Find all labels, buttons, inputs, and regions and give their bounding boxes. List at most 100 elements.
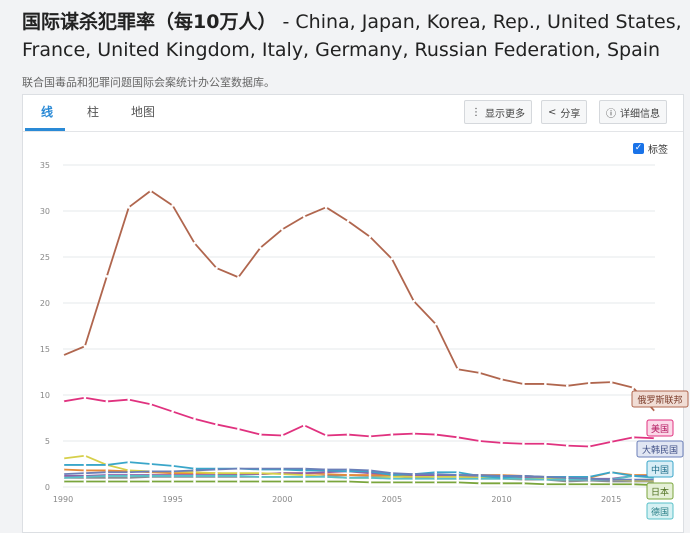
info-icon: ⓘ: [606, 108, 616, 120]
data-point: [61, 400, 65, 403]
data-point: [522, 482, 525, 485]
end-label: 美国: [651, 423, 669, 435]
data-point: [609, 380, 613, 384]
y-tick-label: 10: [40, 391, 50, 400]
data-point: [280, 472, 284, 476]
data-point: [346, 470, 350, 473]
data-point: [565, 476, 569, 480]
details-label: 详细信息: [620, 108, 660, 120]
end-label-box: [631, 390, 689, 408]
details-button[interactable]: ⓘ 详细信息: [599, 100, 667, 124]
data-point: [149, 462, 153, 466]
data-point: [302, 215, 306, 218]
data-point: [259, 480, 262, 483]
data-point: [412, 472, 416, 476]
data-point: [368, 235, 372, 239]
data-point: [83, 480, 87, 483]
data-point: [259, 475, 262, 479]
data-point: [105, 470, 109, 474]
data-point: [61, 474, 65, 478]
y-tick-label: 30: [40, 207, 50, 216]
share-label: 分享: [560, 108, 581, 120]
data-point: [544, 482, 547, 486]
y-tick-label: 25: [40, 253, 50, 262]
data-point: [193, 474, 196, 478]
data-point: [105, 275, 109, 278]
tab-map[interactable]: 地图: [131, 105, 156, 119]
y-tick-label: 35: [40, 161, 50, 170]
data-point: [368, 473, 372, 477]
data-point: [149, 189, 153, 193]
title-countries: - China, Japan, Korea, Rep., United Stat…: [22, 11, 682, 61]
data-point: [390, 257, 394, 261]
data-point: [522, 477, 525, 481]
data-point: [259, 433, 262, 436]
data-point: [653, 436, 657, 440]
data-point: [193, 469, 196, 472]
x-tick-label: 2015: [601, 495, 621, 504]
data-point: [215, 423, 218, 426]
x-tick-label: 1990: [53, 495, 73, 504]
data-point: [105, 469, 109, 472]
x-tick-label: 2005: [382, 495, 402, 504]
data-point: [83, 396, 87, 400]
data-point: [609, 478, 613, 481]
data-point: [544, 442, 547, 446]
data-point: [237, 275, 240, 279]
data-point: [127, 206, 131, 209]
show-more-label: 显示更多: [485, 108, 525, 120]
end-label-box: [646, 419, 674, 437]
data-point: [368, 476, 372, 480]
data-point: [83, 344, 87, 348]
end-label-box: [646, 502, 674, 520]
series-line-日本: [63, 480, 656, 487]
data-point: [653, 410, 657, 413]
data-point: [609, 470, 613, 474]
data-point: [412, 432, 416, 435]
data-point: [412, 481, 416, 484]
share-button[interactable]: < 分享: [541, 100, 588, 124]
data-point: [105, 400, 109, 403]
data-point: [434, 472, 438, 476]
show-more-button[interactable]: ⋮ 显示更多: [464, 100, 532, 124]
tab-bar[interactable]: 柱: [87, 105, 100, 119]
data-point: [280, 475, 284, 479]
end-label: 俄罗斯联邦: [637, 394, 682, 406]
data-point: [412, 477, 416, 481]
data-point: [302, 473, 306, 477]
end-label-box: [646, 482, 674, 500]
end-label: 德国: [651, 506, 669, 518]
checkbox-checked-icon[interactable]: ✓: [633, 143, 644, 154]
data-point: [259, 467, 262, 470]
data-point: [587, 445, 591, 448]
data-point: [280, 434, 284, 437]
data-point: [61, 468, 65, 471]
series-line-德国: [62, 475, 656, 481]
data-point: [193, 470, 196, 474]
page-title: 国际谋杀犯罪率（每10万人） - China, Japan, Korea, Re…: [22, 8, 682, 64]
data-point: [215, 471, 218, 475]
data-point: [171, 480, 174, 483]
data-point: [127, 398, 131, 401]
data-point: [302, 480, 306, 483]
data-point: [171, 471, 174, 475]
data-point: [105, 480, 109, 483]
data-point: [346, 468, 350, 471]
data-point: [587, 475, 591, 479]
end-label-box: [636, 440, 684, 458]
labels-toggle[interactable]: ✓ 标签: [633, 141, 668, 156]
data-point: [149, 470, 153, 473]
labels-toggle-label: 标签: [648, 145, 668, 156]
y-tick-label: 20: [40, 299, 50, 308]
data-point: [237, 471, 240, 475]
data-point: [324, 468, 328, 471]
data-point: [500, 482, 503, 485]
data-point: [390, 477, 394, 481]
data-point: [456, 477, 459, 481]
data-point: [280, 467, 284, 470]
data-point: [390, 433, 394, 436]
active-tab-indicator: [25, 128, 65, 131]
end-label: 大韩民国: [642, 444, 678, 456]
data-point: [587, 477, 591, 481]
tab-line[interactable]: 线: [41, 105, 54, 119]
